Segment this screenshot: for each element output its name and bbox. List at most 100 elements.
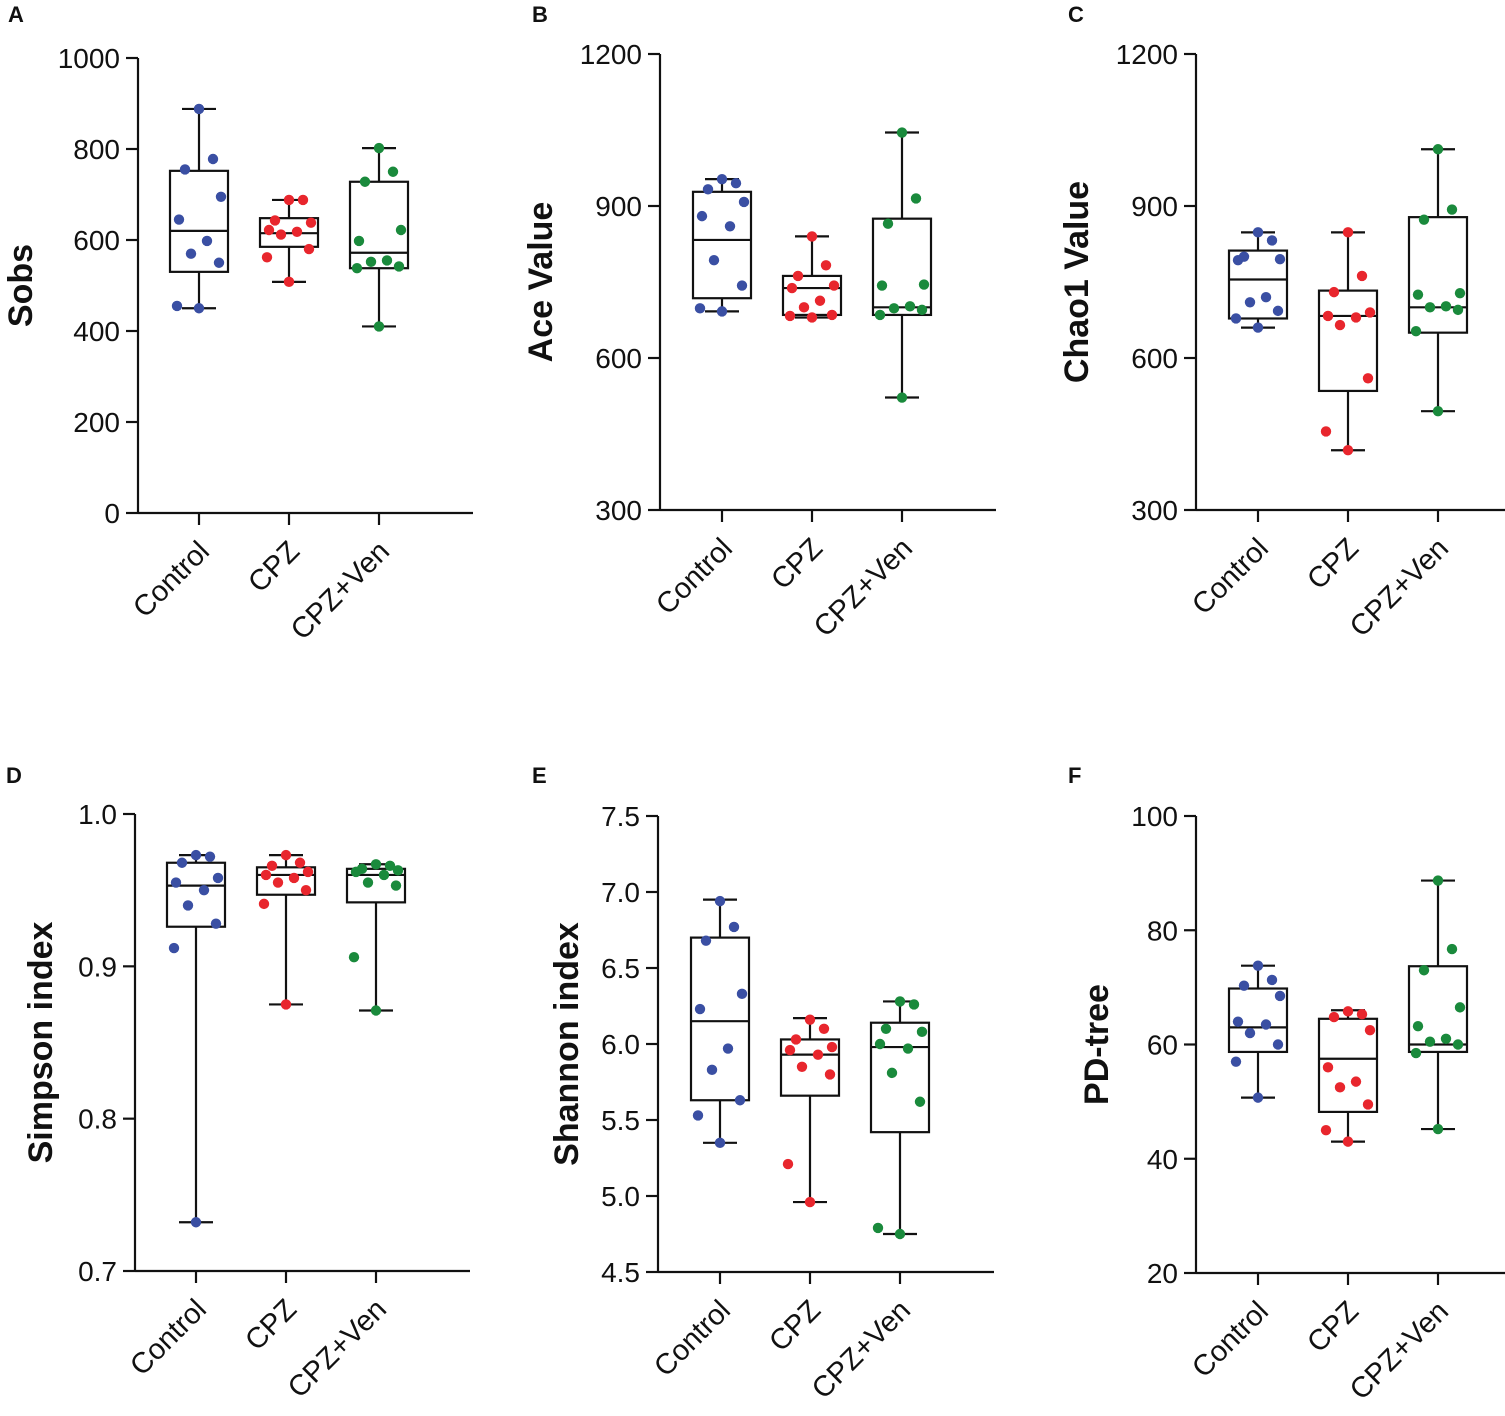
data-point bbox=[263, 224, 275, 236]
data-point bbox=[1424, 302, 1436, 313]
panel-e: E Shannon index 4.5 5.0 5.5 6.0 6.5 7.0 7.5 Contr… bbox=[532, 763, 994, 1405]
data-point bbox=[353, 235, 365, 247]
x-tick-label-cpz: CPZ bbox=[765, 532, 829, 596]
x-tick-label-control: Control bbox=[1186, 532, 1275, 621]
data-point bbox=[370, 1005, 382, 1016]
data-point bbox=[724, 221, 736, 232]
data-point bbox=[818, 1023, 830, 1034]
data-point bbox=[1412, 1021, 1424, 1032]
iqr-box bbox=[691, 190, 753, 300]
data-point bbox=[694, 303, 706, 314]
data-point bbox=[714, 895, 726, 907]
x-tick-label-cpz-ven: CPZ+Ven bbox=[285, 535, 396, 646]
data-point bbox=[207, 153, 219, 165]
panel-c: C Chao1 Value 300 600 900 1200 Control CPZCPZ+V… bbox=[1058, 2, 1505, 643]
x-tick-label-control: Control bbox=[124, 1293, 213, 1382]
x-tick-label-cpz-ven: CPZ+Ven bbox=[1344, 1295, 1455, 1406]
box-control bbox=[1227, 227, 1289, 333]
data-point bbox=[1320, 1124, 1332, 1136]
panel-letter: D bbox=[6, 763, 22, 788]
y-tick-label: 0.8 bbox=[78, 1104, 117, 1135]
y-tick-label: 600 bbox=[73, 225, 120, 256]
y-tick-label: 200 bbox=[73, 407, 120, 438]
data-point bbox=[1432, 144, 1444, 155]
data-point bbox=[370, 859, 382, 870]
data-point bbox=[201, 235, 213, 247]
data-point bbox=[1452, 1039, 1464, 1050]
data-point bbox=[1272, 1039, 1284, 1050]
data-point bbox=[198, 884, 210, 896]
y-tick-label: 1200 bbox=[1116, 39, 1178, 70]
x-tick-label-cpz: CPZ bbox=[1301, 1295, 1365, 1359]
data-point bbox=[722, 1043, 734, 1054]
x-tick-label-control: Control bbox=[1186, 1295, 1275, 1384]
iqr-box bbox=[1407, 216, 1469, 334]
data-point bbox=[714, 1137, 726, 1149]
y-tick-label: 7.0 bbox=[601, 877, 640, 908]
box-cpz bbox=[258, 194, 320, 288]
data-point bbox=[1432, 406, 1444, 417]
data-point bbox=[387, 166, 399, 177]
data-point bbox=[1432, 875, 1444, 886]
data-point bbox=[784, 1044, 796, 1056]
data-point bbox=[702, 184, 714, 195]
data-point bbox=[294, 857, 306, 868]
data-point bbox=[1232, 1016, 1244, 1027]
data-point bbox=[1350, 312, 1362, 323]
data-point bbox=[786, 282, 798, 294]
data-point bbox=[804, 1014, 816, 1025]
data-point bbox=[1418, 214, 1430, 225]
data-point bbox=[1334, 1082, 1346, 1093]
data-point bbox=[782, 1158, 794, 1170]
x-tick-label-cpz: CPZ bbox=[239, 1293, 303, 1357]
data-point bbox=[1424, 1036, 1436, 1047]
data-point bbox=[1452, 304, 1464, 316]
y-tick-label: 80 bbox=[1147, 915, 1178, 946]
iqr-box bbox=[1227, 987, 1289, 1054]
data-point bbox=[700, 935, 712, 946]
iqr-box bbox=[1317, 1017, 1379, 1114]
data-point bbox=[213, 257, 225, 268]
y-tick-label: 0 bbox=[104, 498, 120, 529]
data-point bbox=[193, 103, 205, 115]
data-point bbox=[1230, 1056, 1242, 1067]
data-point bbox=[1328, 1011, 1340, 1023]
data-point bbox=[1334, 319, 1346, 331]
data-point bbox=[736, 988, 748, 1000]
box-cpz bbox=[255, 849, 317, 1010]
y-axis-label: Shannon index bbox=[548, 922, 586, 1166]
data-point bbox=[280, 999, 292, 1010]
data-point bbox=[894, 1228, 906, 1240]
box-cpz bbox=[1317, 227, 1379, 456]
data-point bbox=[359, 176, 371, 187]
y-axis-label: Chao1 Value bbox=[1058, 181, 1096, 383]
y-tick-label: 5.5 bbox=[601, 1105, 640, 1136]
y-tick-label: 20 bbox=[1147, 1258, 1178, 1289]
iqr-box bbox=[869, 1021, 931, 1134]
y-tick-label: 100 bbox=[1131, 801, 1178, 832]
data-point bbox=[303, 243, 315, 255]
data-point bbox=[824, 1069, 836, 1080]
data-point bbox=[1410, 325, 1422, 337]
data-point bbox=[1266, 235, 1278, 246]
data-point bbox=[269, 215, 281, 226]
data-point bbox=[790, 1034, 802, 1045]
data-point bbox=[1356, 1009, 1368, 1020]
x-tick-label-control: Control bbox=[127, 535, 216, 624]
data-point bbox=[1350, 1076, 1362, 1087]
box-cpz bbox=[1317, 1006, 1379, 1147]
data-point bbox=[190, 1217, 202, 1228]
data-point bbox=[896, 127, 908, 138]
y-axis-label: Ace Value bbox=[522, 202, 560, 363]
y-tick-label: 600 bbox=[1131, 343, 1178, 374]
x-tick-label-cpz-ven: CPZ+Ven bbox=[1344, 532, 1455, 643]
data-point bbox=[876, 280, 888, 291]
data-point bbox=[283, 276, 295, 288]
data-point bbox=[261, 252, 273, 263]
data-point bbox=[1342, 1136, 1354, 1147]
data-point bbox=[792, 270, 804, 282]
data-point bbox=[826, 1041, 838, 1053]
iqr-box bbox=[168, 169, 230, 273]
data-point bbox=[1362, 373, 1374, 384]
